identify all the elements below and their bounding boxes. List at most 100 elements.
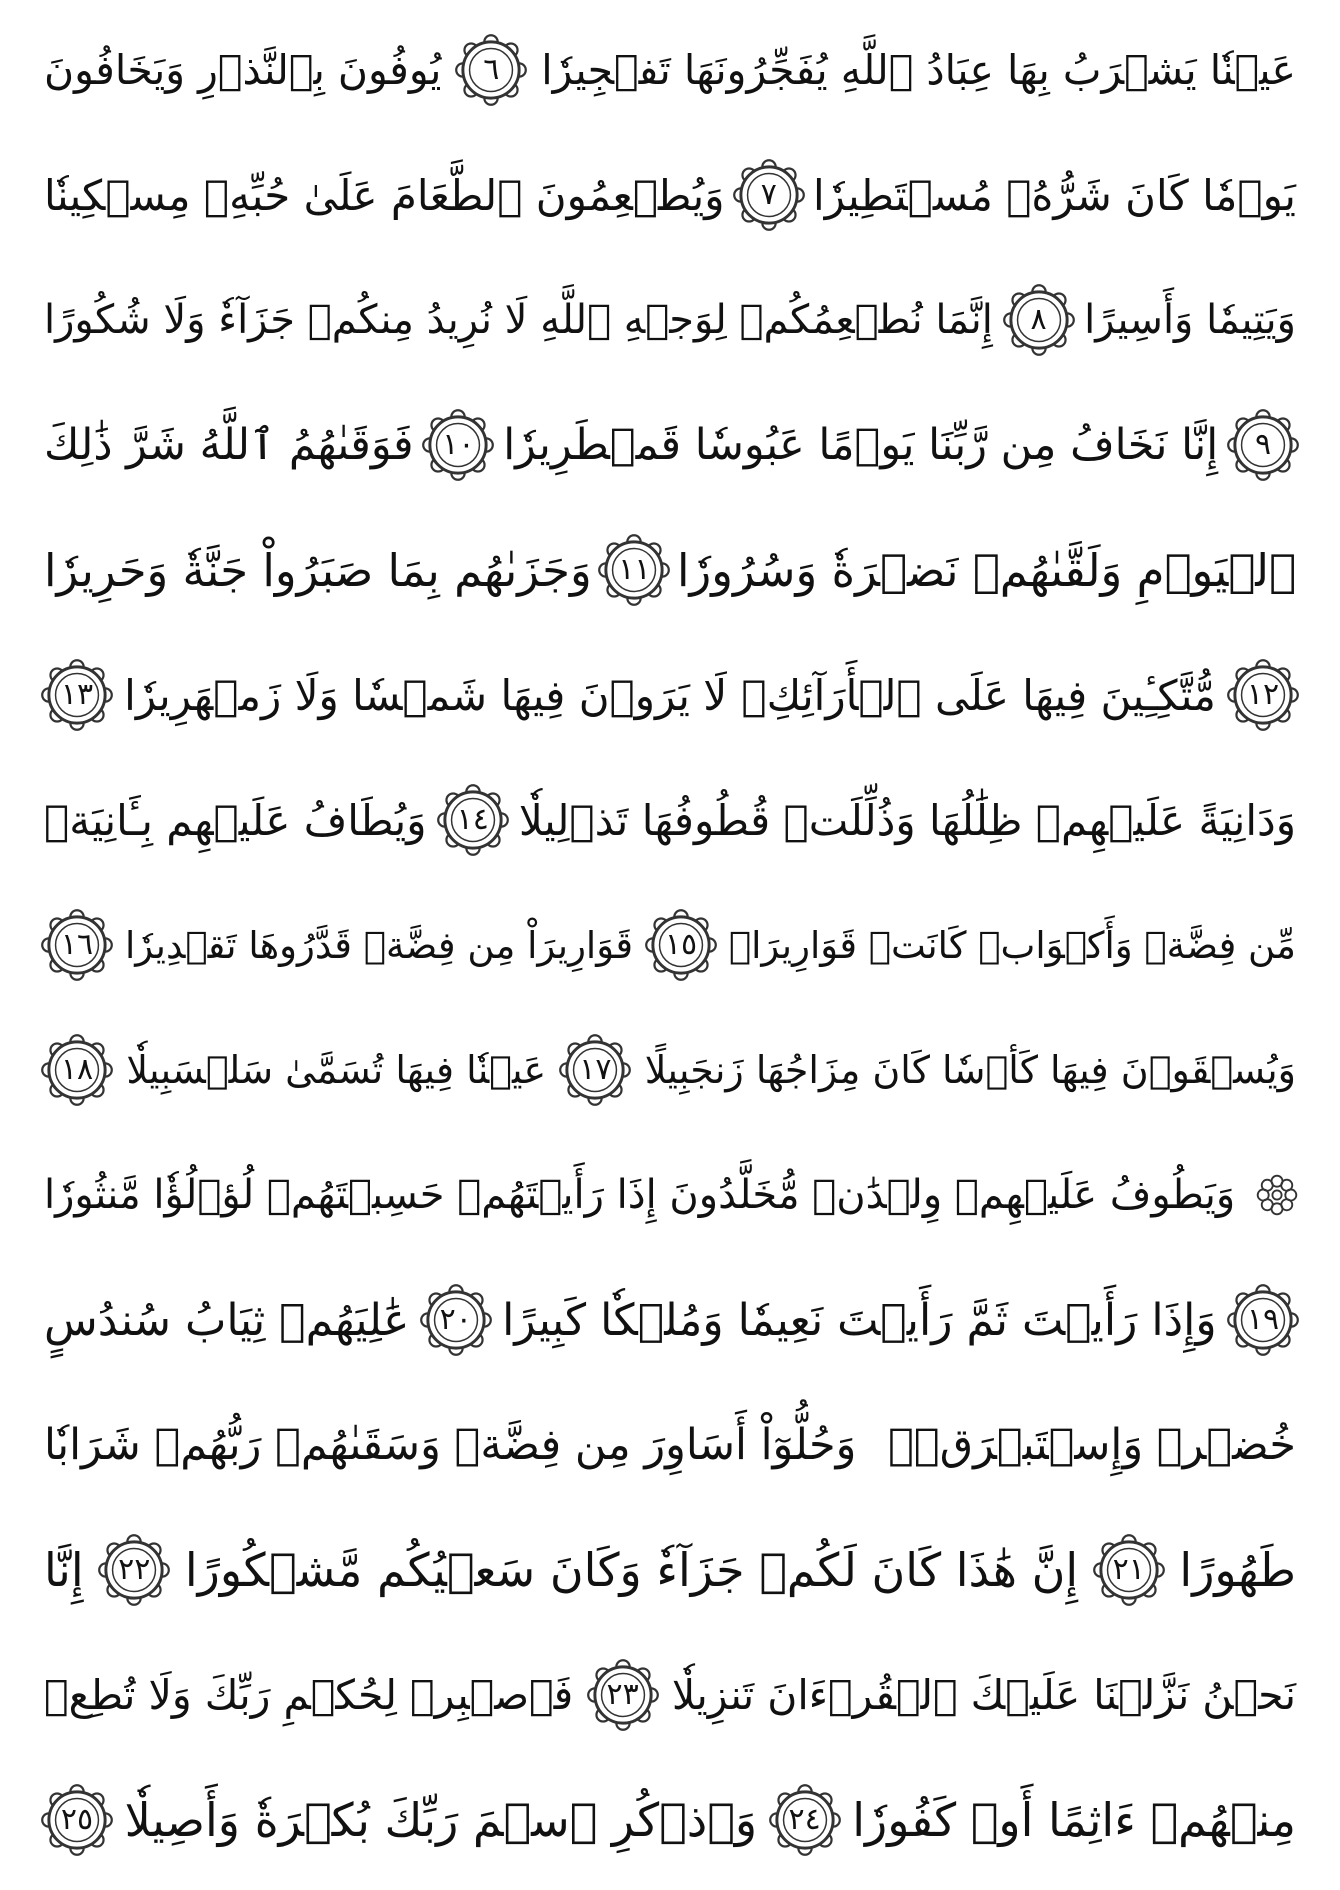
text-line: طَهُورًا ٢١ إِنَّ هَٰذَا كَانَ لَكُمۡ جَزَ… xyxy=(40,1520,1300,1620)
ayah-rosette-icon xyxy=(1227,409,1299,481)
ayah-rosette-icon xyxy=(436,784,509,856)
text-line: ٱلۡيَوۡمِ وَلَقَّىٰهُمۡ نَضۡرَةٗ وَسُرُو… xyxy=(40,520,1300,620)
ayah-number: ١١ xyxy=(618,552,651,587)
ayah-end-marker: ١٩ xyxy=(1226,1283,1300,1357)
ayah-end-marker: ١٨ xyxy=(40,1033,114,1107)
ayah-end-marker: ٦ xyxy=(454,33,528,107)
text-line: ٩ إِنَّا نَخَافُ مِن رَّبِّنَا يَوۡمًا عَ… xyxy=(40,395,1300,495)
text-line: ١٢ مُّتَّكِـِٔينَ فِيهَا عَلَى ٱلۡأَرَآئِ… xyxy=(40,645,1300,745)
ayah-number: ١٩ xyxy=(1246,1302,1280,1337)
ayah-rosette-icon xyxy=(732,159,805,231)
ayah-end-marker: ١٠ xyxy=(421,408,495,482)
ayah-end-marker: ١١ xyxy=(597,533,671,607)
ayah-number: ٩ xyxy=(1254,427,1272,462)
ayah-number: ١٨ xyxy=(60,1052,94,1087)
verse-text: خُضۡرٞ وَإِسۡتَبۡرَقٞۖ xyxy=(888,1420,1296,1470)
ayah-end-marker: ١٧ xyxy=(558,1033,632,1107)
ayah-rosette-icon xyxy=(598,534,671,606)
text-line: وَيَطُوفُ عَلَيۡهِمۡ وِلۡدَٰنٞ مُّخَلَّد… xyxy=(40,1145,1300,1245)
verse-text: وَحُلُّوٓاْ أَسَاوِرَ مِن فِضَّةٖ وَسَقَ… xyxy=(44,1420,857,1470)
hizb-marker xyxy=(1254,1172,1300,1218)
verse-text: عَيۡنٗا يَشۡرَبُ بِهَا عِبَادُ ٱللَّهِ ي… xyxy=(541,46,1296,94)
verse-text: وَيُسۡقَوۡنَ فِيهَا كَأۡسٗا كَانَ مِزَاج… xyxy=(644,1048,1296,1092)
ayah-rosette-icon xyxy=(645,909,717,981)
ayah-rosette-icon xyxy=(559,1034,632,1106)
verse-text: وَيُطَافُ عَلَيۡهِم بِـَٔانِيَةٖ xyxy=(44,795,427,845)
ayah-number: ١٣ xyxy=(60,677,94,712)
text-line: عَيۡنٗا يَشۡرَبُ بِهَا عِبَادُ ٱللَّهِ ي… xyxy=(40,20,1300,120)
ayah-number: ٨ xyxy=(1030,302,1047,337)
ayah-rosette-icon xyxy=(768,1784,841,1856)
ayah-number: ٦ xyxy=(483,52,500,87)
ayah-end-marker: ١٤ xyxy=(436,783,510,857)
verse-text: نَحۡنُ نَزَّلۡنَا عَلَيۡكَ ٱلۡقُرۡءَانَ … xyxy=(671,1671,1296,1719)
mushaf-page: عَيۡنٗا يَشۡرَبُ بِهَا عِبَادُ ٱللَّهِ ي… xyxy=(40,20,1300,1870)
text-line: مِنۡهُمۡ ءَاثِمًا أَوۡ كَفُورٗا ٢٤ وَٱذۡكُ… xyxy=(40,1770,1300,1870)
ayah-number: ٢٠ xyxy=(439,1302,472,1337)
ayah-number: ١٤ xyxy=(456,802,489,837)
ayah-rosette-icon xyxy=(419,1284,492,1356)
ayah-rosette-icon xyxy=(586,1659,659,1731)
verse-text: طَهُورًا xyxy=(1179,1543,1296,1597)
ayah-number: ٢٤ xyxy=(788,1802,821,1837)
ayah-end-marker: ٢٢ xyxy=(97,1533,171,1607)
verse-text: إِنَّ هَٰذَا كَانَ لَكُمۡ جَزَآءٗ وَكَان… xyxy=(184,1543,1079,1597)
text-line: وَيُسۡقَوۡنَ فِيهَا كَأۡسٗا كَانَ مِزَاج… xyxy=(40,1020,1300,1120)
verse-text: فَٱصۡبِرۡ لِحُكۡمِ رَبِّكَ وَلَا تُطِعۡ xyxy=(44,1671,574,1719)
ayah-number: ٧ xyxy=(760,177,777,212)
ayah-number: ١٢ xyxy=(1246,677,1280,712)
ayah-rosette-icon xyxy=(1227,1284,1299,1356)
ayah-end-marker: ٢٤ xyxy=(768,1783,842,1857)
verse-text: وَيَتِيمٗا وَأَسِيرًا xyxy=(1084,297,1296,343)
text-line: خُضۡرٞ وَإِسۡتَبۡرَقٞۖ وَحُلُّوٓاْ أَسَاو… xyxy=(40,1395,1300,1495)
verse-text: وَجَزَىٰهُم بِمَا صَبَرُواْ جَنَّةٗ وَحَ… xyxy=(44,543,592,597)
ayah-rosette-icon xyxy=(1227,659,1299,731)
ayah-rosette-icon xyxy=(422,409,495,481)
ayah-end-marker: ٢١ xyxy=(1092,1533,1166,1607)
ayah-end-marker: ٢٥ xyxy=(40,1783,114,1857)
ayah-rosette-icon xyxy=(41,659,113,731)
ayah-end-marker: ٢٣ xyxy=(586,1658,660,1732)
text-line: وَدَانِيَةً عَلَيۡهِمۡ ظِلَٰلُهَا وَذُلِ… xyxy=(40,770,1300,870)
ayah-rosette-icon xyxy=(41,1784,113,1856)
verse-text: وَيَطُوفُ عَلَيۡهِمۡ وِلۡدَٰنٞ مُّخَلَّد… xyxy=(44,1172,1236,1218)
ayah-end-marker: ١٣ xyxy=(40,658,114,732)
ayah-number: ٢١ xyxy=(1112,1552,1145,1587)
text-line: يَوۡمٗا كَانَ شَرُّهُۥ مُسۡتَطِيرٗا ٧ وَيُ… xyxy=(40,145,1300,245)
ayah-number: ١٠ xyxy=(442,427,475,462)
ayah-rosette-icon xyxy=(1092,1534,1165,1606)
ayah-end-marker: ٨ xyxy=(1002,283,1076,357)
ayah-rosette-icon xyxy=(41,1034,113,1106)
ayah-end-marker: ١٥ xyxy=(644,908,718,982)
verse-text: وَإِذَا رَأَيۡتَ ثَمَّ رَأَيۡتَ نَعِيمٗا… xyxy=(502,1294,1217,1346)
ayah-end-marker: ١٦ xyxy=(40,908,114,982)
text-line: وَيَتِيمٗا وَأَسِيرًا ٨ إِنَّمَا نُطۡعِمُك… xyxy=(40,270,1300,370)
ayah-rosette-icon xyxy=(41,909,113,981)
ayah-number: ٢٣ xyxy=(606,1677,639,1712)
hizb-star-icon xyxy=(1256,1174,1298,1216)
verse-text: وَٱذۡكُرِ ٱسۡمَ رَبِّكَ بُكۡرَةٗ وَأَصِي… xyxy=(124,1793,758,1847)
ayah-rosette-icon xyxy=(1002,284,1075,356)
ayah-number: ١٧ xyxy=(579,1052,612,1087)
verse-text: يَوۡمٗا كَانَ شَرُّهُۥ مُسۡتَطِيرٗا xyxy=(813,170,1296,220)
verse-text: فَوَقَىٰهُمُ ٱللَّهُ شَرَّ ذَٰلِكَ xyxy=(44,420,414,470)
verse-text: إِنَّمَا نُطۡعِمُكُمۡ لِوَجۡهِ ٱللَّهِ ل… xyxy=(44,297,993,343)
ayah-end-marker: ٧ xyxy=(732,158,806,232)
verse-text: قَوَارِيرَاْ مِن فِضَّةٖ قَدَّرُوهَا تَق… xyxy=(124,923,634,967)
ayah-end-marker: ٢٠ xyxy=(419,1283,493,1357)
verse-text: عَٰلِيَهُمۡ ثِيَابُ سُندُسٍ xyxy=(44,1294,410,1346)
ayah-number: ٢٥ xyxy=(60,1802,94,1837)
verse-text: إِنَّا نَخَافُ مِن رَّبِّنَا يَوۡمًا عَب… xyxy=(503,420,1219,470)
verse-text: عَيۡنٗا فِيهَا تُسَمَّىٰ سَلۡسَبِيلٗا xyxy=(126,1048,547,1092)
ayah-number: ١٦ xyxy=(60,927,94,962)
verse-text: ٱلۡيَوۡمِ وَلَقَّىٰهُمۡ نَضۡرَةٗ وَسُرُو… xyxy=(677,543,1296,597)
verse-text: يُوفُونَ بِٱلنَّذۡرِ وَيَخَافُونَ xyxy=(44,46,442,94)
verse-text: لَا يَرَوۡنَ فِيهَا شَمۡسٗا وَلَا زَمۡهَ… xyxy=(124,670,728,720)
ayah-end-marker: ٩ xyxy=(1226,408,1300,482)
verse-text: وَدَانِيَةً عَلَيۡهِمۡ ظِلَٰلُهَا وَذُلِ… xyxy=(518,795,1296,845)
ayah-number: ٢٢ xyxy=(118,1552,151,1587)
verse-text: مِنۡهُمۡ ءَاثِمًا أَوۡ كَفُورٗا xyxy=(852,1793,1296,1847)
verse-text: مُّتَّكِـِٔينَ فِيهَا عَلَى ٱلۡأَرَآئِكِ… xyxy=(741,670,1216,720)
verse-text: وَيُطۡعِمُونَ ٱلطَّعَامَ عَلَىٰ حُبِّهِۦ… xyxy=(44,170,725,220)
ayah-end-marker: ١٢ xyxy=(1226,658,1300,732)
